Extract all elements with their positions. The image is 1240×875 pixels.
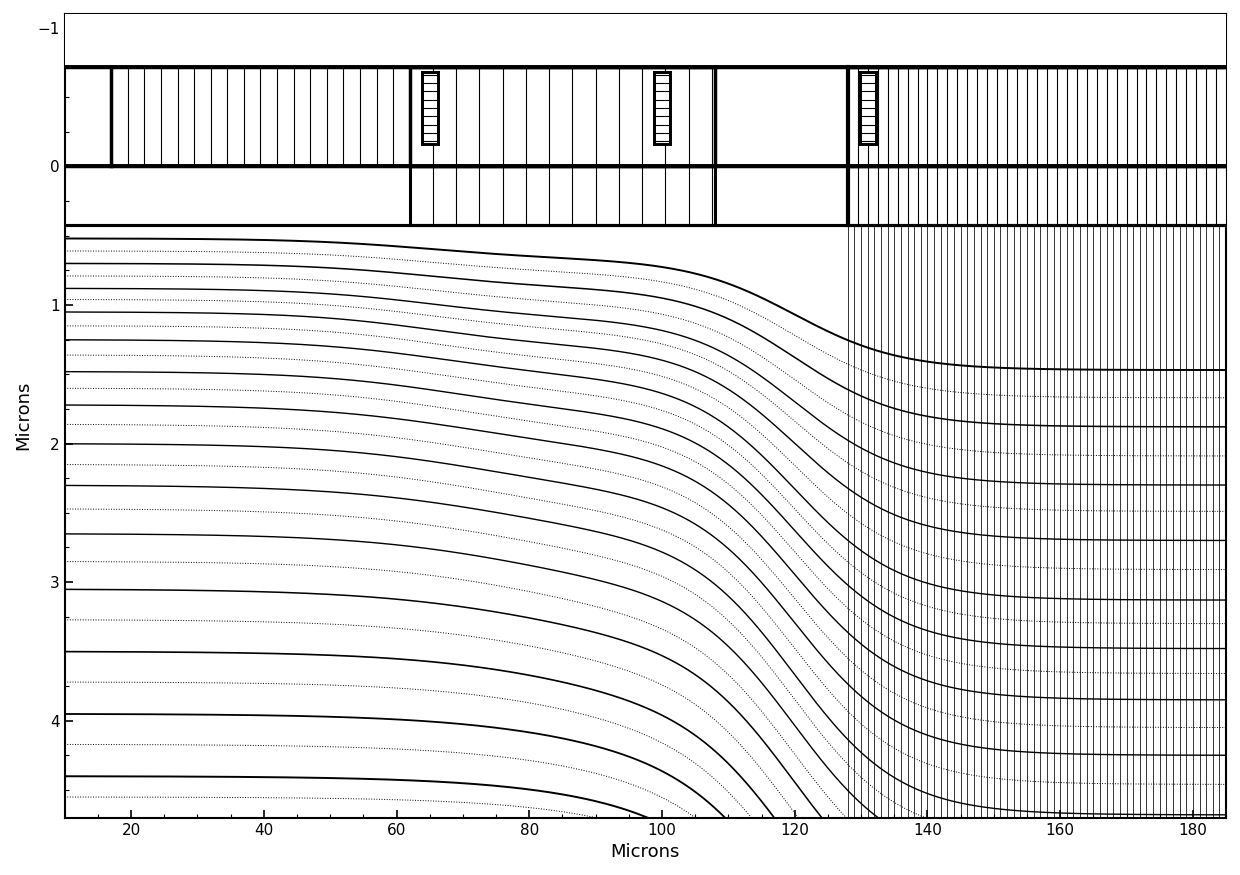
Bar: [848, 166, 1226, 225]
Bar: [64, 14, 1226, 66]
Bar: [653, 72, 670, 144]
Bar: [409, 166, 715, 225]
Bar: [112, 66, 1226, 166]
Bar: [422, 72, 438, 144]
Bar: [859, 72, 875, 144]
X-axis label: Microns: Microns: [611, 844, 680, 861]
Y-axis label: Microns: Microns: [14, 382, 32, 451]
